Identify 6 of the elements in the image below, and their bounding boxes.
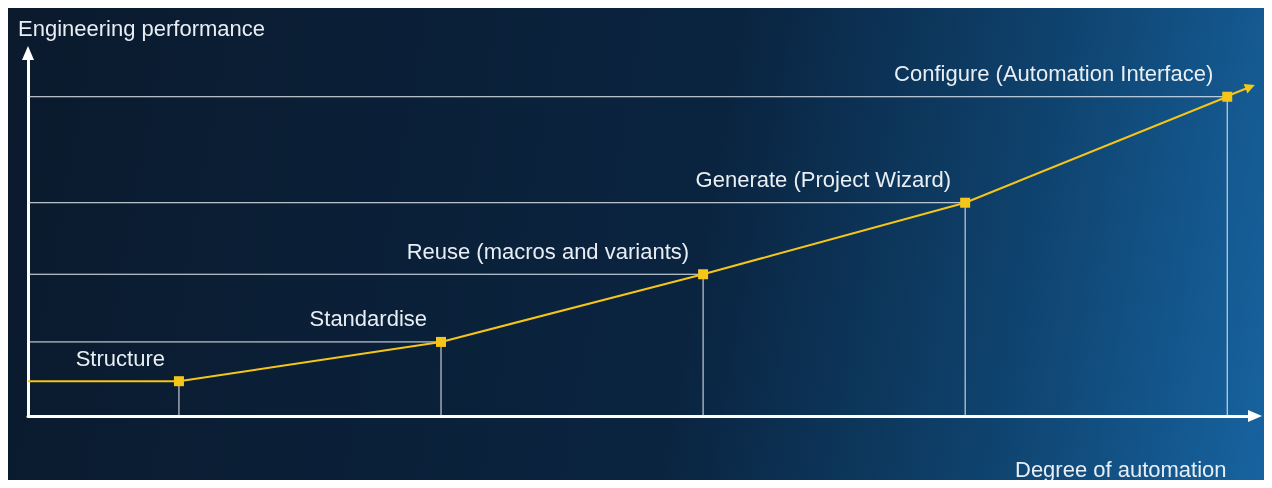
annotation: Reuse (macros and variants) <box>406 238 690 264</box>
annotation: Generate (Project Wizard) <box>695 167 952 193</box>
annotation: Standardise <box>309 306 428 332</box>
y-axis-title: Engineering performance <box>18 15 266 41</box>
text: Configure (Automation Interface) <box>894 61 1214 87</box>
annotation: Structure <box>75 345 165 371</box>
